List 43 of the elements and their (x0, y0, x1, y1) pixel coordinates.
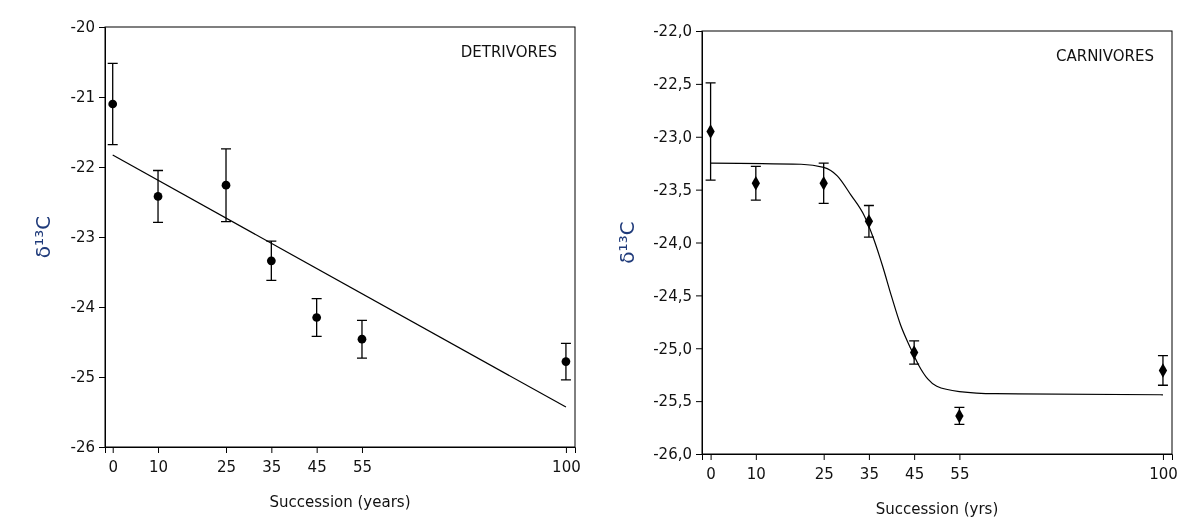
x-tick-label: 35 (859, 464, 879, 483)
x-axis-title: Succession (yrs) (875, 500, 999, 518)
point (357, 334, 367, 344)
y-tick-label: -26,0 (653, 445, 692, 464)
x-tick-label: 0 (706, 464, 716, 483)
point (153, 192, 163, 201)
x-tick-label: 0 (108, 457, 118, 476)
y-tick-label: -23 (70, 228, 95, 247)
y-axis-title: δ¹³C (615, 221, 639, 264)
y-tick-label: -25,0 (653, 339, 692, 358)
y-tick-label: -25,5 (653, 392, 692, 411)
y-tick-label: -26 (70, 438, 95, 457)
x-tick-label: 100 (552, 457, 581, 476)
y-tick-label: -21 (70, 88, 95, 107)
y-tick-label: -25 (70, 368, 95, 387)
point (108, 99, 118, 109)
x-axis-title: Succession (years) (269, 493, 411, 511)
y-tick-label: -22,5 (653, 75, 692, 94)
x-tick-label: 10 (148, 457, 169, 476)
y-axis-title: δ¹³C (31, 215, 55, 259)
y-tick-label: -24 (70, 298, 95, 317)
x-tick-label: 35 (262, 457, 282, 476)
y-tick-label: -22 (70, 158, 95, 177)
y-tick-label: -23,5 (653, 180, 692, 199)
y-tick-label: -24,0 (653, 233, 692, 252)
x-tick-label: 25 (814, 464, 834, 483)
y-tick-label: -22,0 (653, 22, 692, 41)
point (221, 180, 231, 190)
x-tick-label: 25 (216, 457, 237, 476)
point (561, 357, 571, 366)
y-tick-label: -20 (70, 18, 95, 37)
annotation: CARNIVORES (1055, 47, 1154, 65)
x-tick-label: 100 (1149, 464, 1177, 483)
y-tick-label: -24,5 (653, 286, 692, 305)
x-tick-label: 55 (950, 464, 970, 483)
x-tick-label: 45 (307, 457, 327, 476)
point (266, 256, 276, 266)
annotation: DETRIVORES (460, 43, 557, 61)
x-tick-label: 55 (352, 457, 373, 476)
x-tick-label: 10 (746, 464, 766, 483)
y-tick-label: -23,0 (653, 128, 692, 147)
point (312, 313, 322, 322)
x-tick-label: 45 (905, 464, 925, 483)
